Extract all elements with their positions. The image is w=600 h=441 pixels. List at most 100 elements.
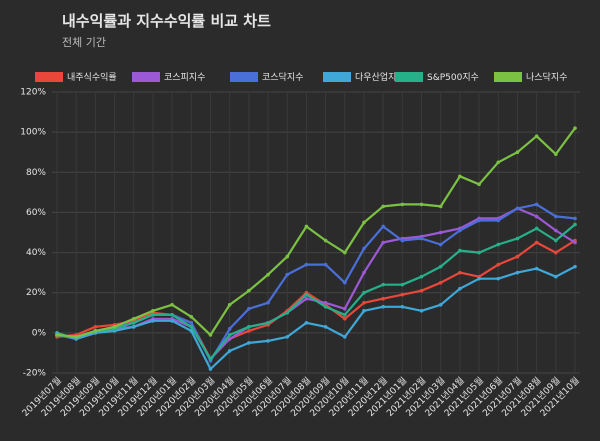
y-tick-label: 120% <box>20 88 46 98</box>
series-point <box>208 357 213 361</box>
series-point <box>554 228 558 233</box>
series-point <box>458 286 462 291</box>
series-point <box>131 317 136 321</box>
series-point <box>170 312 174 317</box>
legend-swatch <box>35 72 63 82</box>
series-point <box>342 250 347 255</box>
series-point <box>362 300 366 305</box>
series-point <box>362 270 366 275</box>
series-point <box>208 367 213 371</box>
series-point <box>266 339 270 343</box>
series-point <box>458 174 462 179</box>
series-point <box>285 335 290 339</box>
series-point <box>573 222 577 227</box>
chart-subtitle: 전체 기간 <box>62 36 106 49</box>
series-point <box>400 304 405 309</box>
series-point <box>266 300 270 305</box>
series-point <box>323 304 328 309</box>
y-tick-label: 40% <box>26 248 46 258</box>
series-point <box>323 262 328 267</box>
series-point <box>381 296 385 301</box>
series-point <box>458 270 462 275</box>
chart-title: 내수익률과 지수수익률 비교 차트 <box>62 12 271 30</box>
series-point <box>400 202 405 207</box>
series-point <box>208 333 213 337</box>
series-point <box>534 202 539 207</box>
series-line <box>56 207 576 360</box>
legend-label: 다우산업지수 <box>355 72 405 83</box>
series-point <box>227 349 232 353</box>
series-point <box>477 182 481 187</box>
series-point <box>247 329 251 333</box>
legend-swatch <box>230 72 258 82</box>
y-tick-label: 0% <box>32 328 47 338</box>
series-point <box>304 321 309 325</box>
series-point <box>458 248 462 253</box>
series-point <box>74 335 78 339</box>
series-point <box>400 292 405 297</box>
series-point <box>285 310 290 315</box>
series-point <box>362 246 366 251</box>
series-point <box>170 302 174 307</box>
series-point <box>189 321 194 325</box>
series-point <box>151 319 155 323</box>
series-point <box>304 262 309 267</box>
series-point <box>362 290 366 295</box>
series-point <box>131 321 136 325</box>
legend-swatch <box>494 72 522 82</box>
y-tick-label: 100% <box>20 128 46 138</box>
series-point <box>381 204 385 209</box>
series-point <box>247 341 251 345</box>
series-point <box>573 264 577 269</box>
series-point <box>554 238 558 243</box>
series-point <box>285 272 290 277</box>
series-line <box>56 223 576 360</box>
series-point <box>477 218 481 223</box>
series-point <box>93 325 98 329</box>
series-point <box>285 254 290 259</box>
series-point <box>438 204 443 209</box>
series-point <box>342 280 347 285</box>
series-point <box>534 240 539 245</box>
series-point <box>438 264 443 269</box>
y-tick-label: -20% <box>23 369 47 379</box>
series-point <box>247 325 251 329</box>
series-point <box>381 240 385 245</box>
series-point <box>554 250 558 255</box>
series-point <box>189 315 194 319</box>
series-point <box>515 270 520 275</box>
series-point <box>93 329 98 333</box>
series-line <box>56 239 576 360</box>
series-point <box>400 282 405 287</box>
series-point <box>323 238 328 243</box>
series-point <box>438 230 443 235</box>
series-point <box>247 288 251 293</box>
y-tick-label: 60% <box>26 208 46 218</box>
series-point <box>554 274 558 279</box>
series-point <box>189 325 194 329</box>
legend-label: 코스닥지수 <box>262 72 303 83</box>
series-line <box>56 203 576 363</box>
series-point <box>151 312 155 317</box>
series-point <box>170 319 174 323</box>
series-point <box>419 236 424 241</box>
series-point <box>458 228 462 233</box>
series-point <box>381 282 385 287</box>
series-point <box>554 152 558 157</box>
legend-swatch <box>323 72 351 82</box>
series-point <box>362 220 366 225</box>
series-point <box>304 292 309 297</box>
series-point <box>304 224 309 229</box>
y-tick-label: 20% <box>26 288 46 298</box>
legend-swatch <box>395 72 423 82</box>
series-point <box>438 280 443 285</box>
series-point <box>534 214 539 219</box>
series-point <box>227 302 232 307</box>
series-point <box>477 250 481 255</box>
series-point <box>342 317 347 321</box>
series-point <box>496 160 501 165</box>
series-point <box>112 325 117 329</box>
series-point <box>323 325 328 329</box>
series-point <box>55 333 59 337</box>
